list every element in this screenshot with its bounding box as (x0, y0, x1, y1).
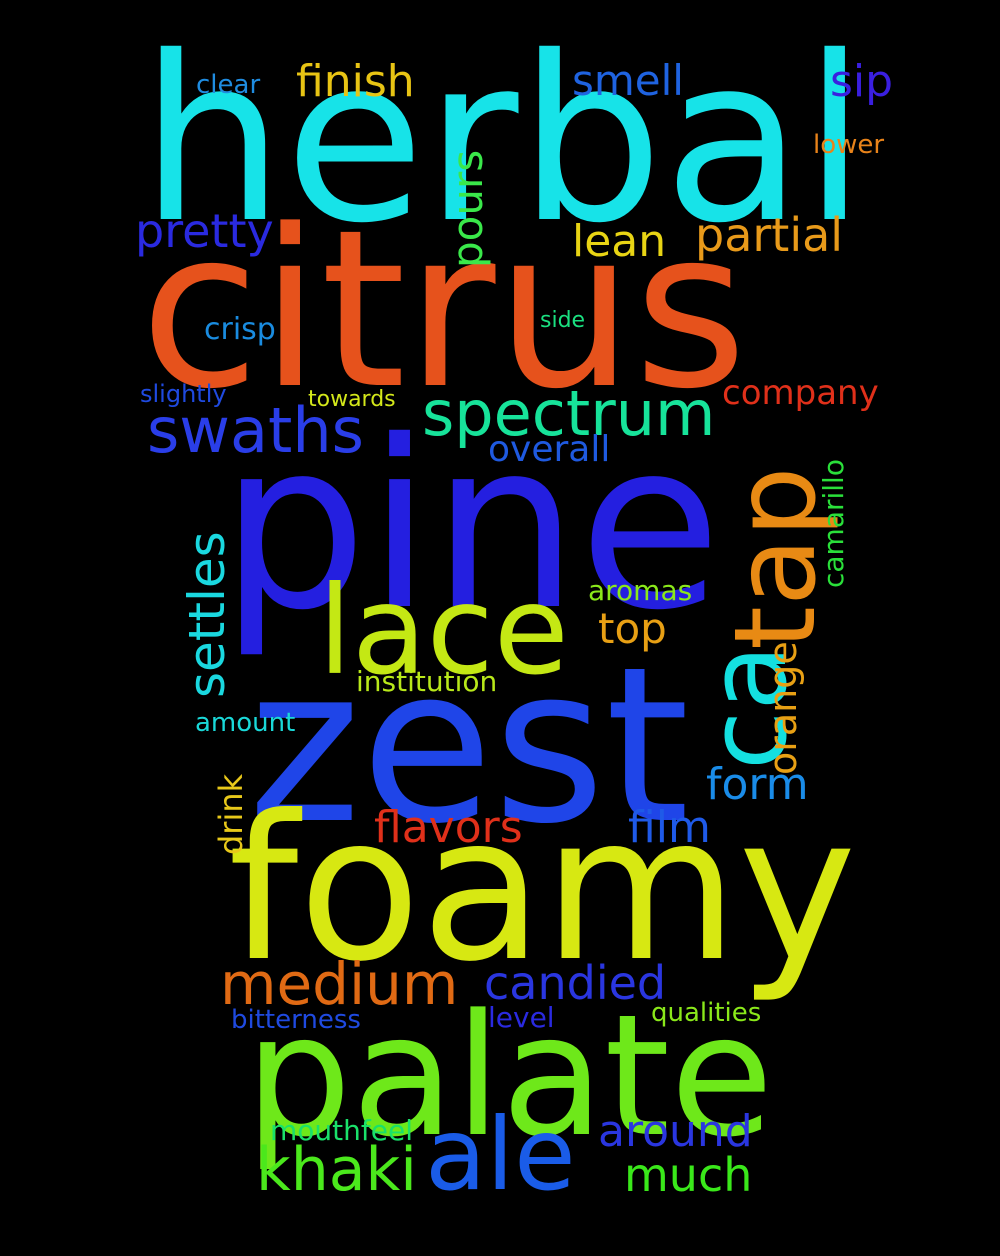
word-medium: medium (220, 950, 459, 1018)
word-flavors: flavors (374, 802, 523, 853)
word-bitterness: bitterness (231, 1005, 361, 1035)
word-overall: overall (488, 429, 611, 470)
word-aromas: aromas (588, 574, 693, 607)
word-pours: pours (443, 149, 492, 268)
word-side: side (540, 308, 586, 333)
word-towards: towards (308, 387, 396, 412)
word-qualities: qualities (651, 998, 762, 1028)
word-mouthfeel: mouthfeel (270, 1114, 413, 1147)
word-crisp: crisp (204, 312, 276, 347)
word-lace: lace (318, 560, 569, 702)
word-around: around (598, 1106, 753, 1157)
word-amount: amount (195, 708, 296, 738)
word-much: much (624, 1148, 753, 1202)
word-institution: institution (356, 665, 498, 698)
word-ale: ale (425, 1096, 576, 1213)
word-pine: pine (220, 391, 722, 661)
word-settles: settles (178, 531, 236, 698)
word-form: form (706, 759, 809, 810)
word-company: company (722, 373, 879, 413)
word-partial: partial (695, 208, 844, 262)
word-top: top (598, 604, 667, 653)
word-spectrum: spectrum (422, 377, 716, 450)
word-swaths: swaths (147, 394, 364, 467)
word-clear: clear (196, 70, 261, 100)
word-khaki: khaki (256, 1135, 417, 1205)
word-orange: orange (761, 641, 805, 775)
word-finish: finish (296, 56, 415, 107)
word-drink: drink (212, 773, 250, 855)
word-palate: palate (245, 978, 774, 1174)
word-camarillo: camarillo (817, 459, 850, 588)
word-lower: lower (813, 130, 885, 160)
word-smell: smell (572, 56, 684, 105)
word-slightly: slightly (140, 380, 227, 408)
word-film: film (628, 802, 711, 853)
word-pretty: pretty (135, 204, 274, 258)
word-lean: lean (572, 216, 667, 267)
word-zest: zest (248, 620, 690, 871)
word-foamy: foamy (228, 773, 857, 1006)
word-herbal: herbal (140, 7, 867, 273)
word-level: level (488, 1001, 555, 1034)
word-tap: tap (711, 466, 841, 650)
word-citrus: citrus (140, 184, 748, 437)
word-candied: candied (484, 956, 667, 1010)
word-sip: sip (830, 56, 894, 107)
